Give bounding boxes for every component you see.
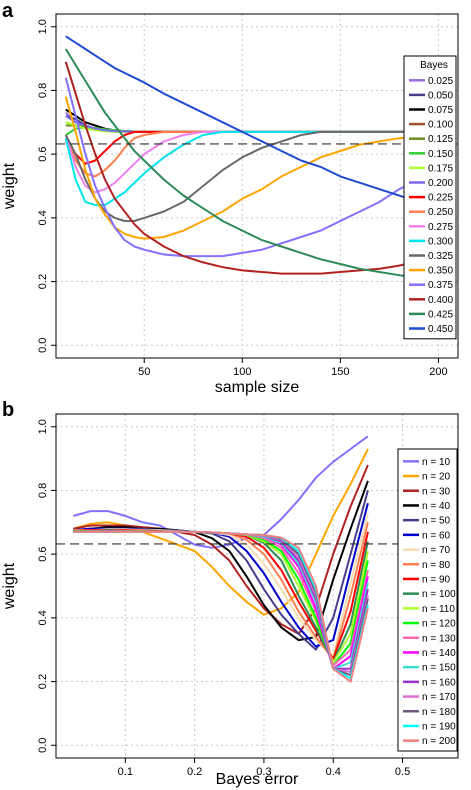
- panel-a-plot: 50 100 150 200 0.0 0.2 0.4 0.6 0.8 1.0 sample size…: [1, 13, 459, 396]
- x-axis-title: Bayes error: [216, 771, 299, 788]
- legend-label: n = 120: [422, 619, 456, 630]
- series-line-0.050: [65, 114, 439, 133]
- legend-label: n = 110: [422, 604, 455, 615]
- series-line-0.025: [65, 111, 439, 133]
- legend-label: 0.450: [428, 324, 453, 335]
- x-tick-label: 150: [331, 366, 349, 378]
- series-line-0.450: [65, 35, 439, 210]
- y-tick-label: 0.8: [37, 483, 49, 498]
- legend-label: 0.325: [428, 251, 453, 262]
- x-tick-label: 0.2: [187, 766, 202, 778]
- legend-label: 0.175: [428, 163, 453, 174]
- panel-b-plot: 0.1 0.2 0.3 0.4 0.5 0.0 0.2 0.4 0.6 0.8 1.0 Bayes e…: [1, 413, 459, 788]
- series-line-n10: [73, 435, 369, 549]
- plot-frame: [55, 13, 459, 359]
- y-tick-label: 0.0: [37, 338, 49, 353]
- legend-label: n = 50: [422, 516, 451, 527]
- legend-label: 0.225: [428, 193, 453, 204]
- series-line-0.425: [64, 48, 439, 283]
- y-axis-title: weight: [1, 162, 18, 210]
- legend-label: n = 40: [422, 501, 451, 512]
- legend-label: n = 160: [422, 677, 456, 688]
- series-line-0.350: [64, 96, 439, 240]
- legend-label: n = 150: [422, 663, 456, 674]
- x-axis-title: sample size: [215, 379, 300, 396]
- legend-label: n = 200: [422, 736, 456, 747]
- legend-label: 0.125: [428, 134, 453, 145]
- y-tick-label: 0.6: [37, 146, 49, 161]
- y-tick-label: 1.0: [37, 19, 49, 34]
- panel-a-label: a: [2, 0, 14, 22]
- legend-label: 0.250: [428, 207, 453, 218]
- x-tick-label: 100: [233, 366, 251, 378]
- series-line-0.400: [64, 61, 439, 275]
- legend-label: 0.350: [428, 266, 453, 277]
- legend-label: 0.100: [428, 120, 453, 131]
- legend-label: n = 100: [422, 589, 456, 600]
- legend-title: Bayes: [420, 60, 448, 71]
- y-tick-label: 0.2: [37, 674, 49, 689]
- y-tick-label: 0.6: [37, 546, 49, 561]
- legend-label: 0.275: [428, 222, 453, 233]
- series-line-0.075: [65, 108, 439, 133]
- series-line-0.200: [65, 115, 439, 133]
- y-tick-label: 0.4: [37, 610, 49, 625]
- x-tick-label: 0.4: [326, 766, 341, 778]
- legend-label: n = 140: [422, 648, 456, 659]
- legend-label: n = 20: [422, 472, 451, 483]
- x-tick-label: 0.1: [118, 766, 133, 778]
- legend-label: 0.025: [428, 76, 453, 87]
- legend-label: n = 180: [422, 707, 456, 718]
- x-tick-label: 50: [138, 366, 150, 378]
- panel-b-label: b: [2, 399, 14, 421]
- legend-label: n = 10: [422, 457, 451, 468]
- legend-label: 0.300: [428, 236, 453, 247]
- legend-label: n = 90: [422, 574, 451, 585]
- y-tick-label: 0.0: [37, 738, 49, 753]
- y-tick-label: 0.2: [37, 274, 49, 289]
- legend-label: n = 30: [422, 486, 451, 497]
- legend-label: 0.425: [428, 309, 453, 320]
- y-tick-label: 0.8: [37, 83, 49, 98]
- series-line-0.325: [64, 130, 439, 222]
- x-tick-label: 0.3: [256, 766, 271, 778]
- legend-label: 0.050: [428, 90, 453, 101]
- legend-label: 0.200: [428, 178, 453, 189]
- x-tick-label: 200: [429, 366, 447, 378]
- y-tick-label: 0.4: [37, 210, 49, 225]
- legend-label: n = 70: [422, 545, 451, 556]
- legend-label: n = 170: [422, 692, 456, 703]
- series-line-n100: [73, 529, 369, 664]
- legend-label: n = 130: [422, 633, 456, 644]
- series-line-0.375: [64, 77, 439, 258]
- legend-label: 0.400: [428, 295, 453, 306]
- y-axis-title: weight: [1, 562, 18, 610]
- y-tick-label: 1.0: [37, 419, 49, 434]
- x-tick-label: 0.5: [395, 766, 410, 778]
- series-line-n40: [73, 480, 369, 642]
- legend-label: 0.375: [428, 280, 453, 291]
- legend-label: 0.150: [428, 149, 453, 160]
- legend-label: 0.075: [428, 105, 453, 116]
- plot-frame: [55, 413, 459, 759]
- series-line-n200: [73, 530, 369, 683]
- legend-label: n = 190: [422, 721, 456, 732]
- legend-box: [397, 448, 458, 752]
- legend-label: n = 60: [422, 530, 451, 541]
- legend-label: n = 80: [422, 560, 451, 571]
